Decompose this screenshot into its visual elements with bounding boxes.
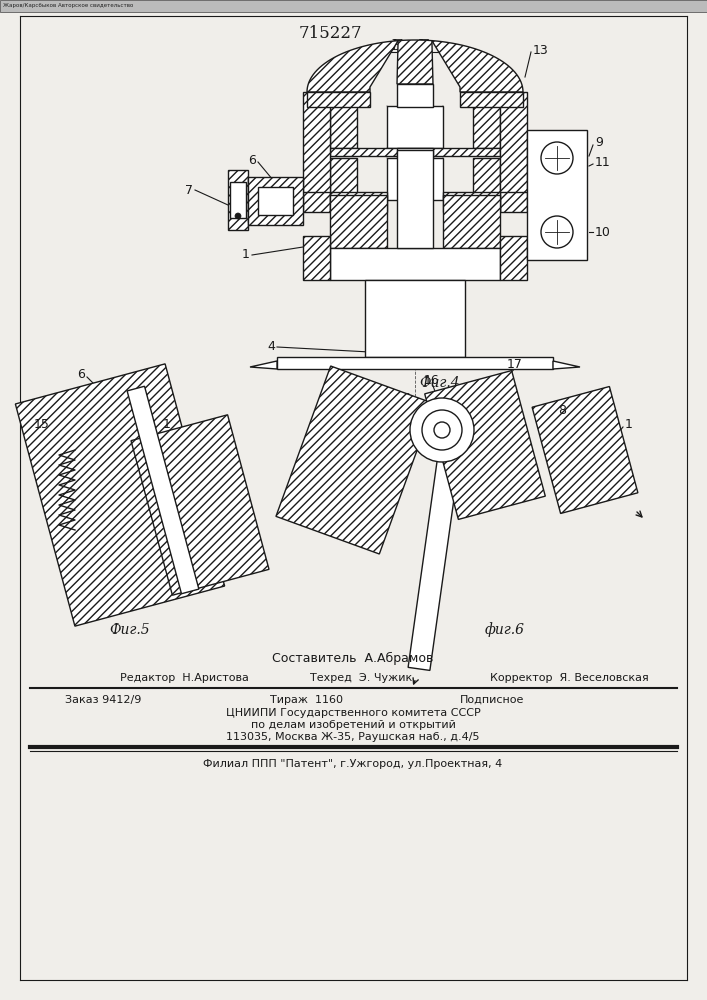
Polygon shape <box>425 371 545 519</box>
Circle shape <box>541 142 573 174</box>
Text: 1: 1 <box>163 418 171 432</box>
Bar <box>387 106 443 148</box>
Text: А - Д: А - Д <box>370 393 409 407</box>
Bar <box>330 195 387 248</box>
Bar <box>303 192 330 212</box>
Bar <box>230 182 246 218</box>
Polygon shape <box>250 361 277 369</box>
Bar <box>500 192 527 212</box>
Text: 6: 6 <box>77 368 85 381</box>
Bar <box>307 92 370 107</box>
Bar <box>460 92 523 107</box>
Text: Б - Б: Б - Б <box>390 39 430 53</box>
Bar <box>500 236 527 280</box>
Text: Редактор  Н.Аристова: Редактор Н.Аристова <box>120 673 249 683</box>
Text: 113035, Москва Ж-35, Раушская наб., д.4/5: 113035, Москва Ж-35, Раушская наб., д.4/… <box>226 732 480 742</box>
Text: фиг.6: фиг.6 <box>485 623 525 637</box>
Bar <box>303 92 330 205</box>
Polygon shape <box>307 41 398 92</box>
Text: 6: 6 <box>248 153 256 166</box>
Bar <box>0 0 707 12</box>
Text: 15: 15 <box>34 418 50 432</box>
Bar <box>443 192 500 212</box>
Text: Филиал ППП "Патент", г.Ужгород, ул.Проектная, 4: Филиал ППП "Патент", г.Ужгород, ул.Проек… <box>204 759 503 769</box>
Circle shape <box>422 410 462 450</box>
Text: Фиг.5: Фиг.5 <box>110 623 151 637</box>
Text: 9: 9 <box>595 136 603 149</box>
Polygon shape <box>397 40 433 84</box>
Polygon shape <box>131 415 269 595</box>
Text: 715227: 715227 <box>298 25 362 42</box>
Polygon shape <box>553 361 580 369</box>
Bar <box>248 177 303 225</box>
Polygon shape <box>127 386 199 594</box>
Text: Заказ 9412/9: Заказ 9412/9 <box>65 695 141 705</box>
Polygon shape <box>276 366 434 554</box>
Text: 11: 11 <box>595 156 611 169</box>
Text: Тираж  1160: Тираж 1160 <box>270 695 343 705</box>
Bar <box>365 280 465 357</box>
Bar <box>330 192 387 212</box>
Bar <box>387 158 443 200</box>
Bar <box>527 130 587 260</box>
Circle shape <box>410 398 474 462</box>
Text: Г - Г: Г - Г <box>83 393 117 407</box>
Text: ЦНИИПИ Государственного комитета СССР: ЦНИИПИ Государственного комитета СССР <box>226 708 480 718</box>
Polygon shape <box>408 440 462 670</box>
Text: 17: 17 <box>507 359 523 371</box>
Bar <box>473 106 500 148</box>
Bar <box>303 236 330 280</box>
Bar <box>397 84 433 107</box>
Bar <box>473 158 500 200</box>
Text: Составитель  А.Абрамов: Составитель А.Абрамов <box>272 651 433 665</box>
Polygon shape <box>432 41 523 92</box>
Text: 1: 1 <box>625 418 633 432</box>
Text: Корректор  Я. Веселовская: Корректор Я. Веселовская <box>490 673 649 683</box>
Bar <box>330 106 357 148</box>
Polygon shape <box>532 387 638 513</box>
Text: 1: 1 <box>242 248 250 261</box>
Bar <box>397 150 433 248</box>
Circle shape <box>541 216 573 248</box>
Text: 10: 10 <box>595 226 611 238</box>
Bar <box>258 187 293 215</box>
Bar <box>330 248 500 280</box>
Text: Техред  Э. Чужик: Техред Э. Чужик <box>310 673 412 683</box>
Polygon shape <box>16 364 225 626</box>
Bar <box>277 357 553 369</box>
Text: 13: 13 <box>533 43 549 56</box>
Text: Фиг.4: Фиг.4 <box>420 376 460 390</box>
Text: 8: 8 <box>558 403 566 416</box>
Bar <box>330 148 500 156</box>
Text: 4: 4 <box>267 340 275 354</box>
Text: Подписное: Подписное <box>460 695 525 705</box>
Bar <box>248 178 270 222</box>
Bar <box>500 92 527 205</box>
Bar <box>443 195 500 248</box>
Circle shape <box>434 422 450 438</box>
Bar <box>397 148 433 158</box>
Bar <box>330 158 357 200</box>
Bar <box>228 170 248 230</box>
Circle shape <box>235 213 241 219</box>
Text: 7: 7 <box>185 184 193 196</box>
Text: Жаров/Карсбыков Авторское свидетельство: Жаров/Карсбыков Авторское свидетельство <box>3 3 134 8</box>
Text: по делам изобретений и открытий: по делам изобретений и открытий <box>250 720 455 730</box>
Text: 16: 16 <box>424 373 440 386</box>
